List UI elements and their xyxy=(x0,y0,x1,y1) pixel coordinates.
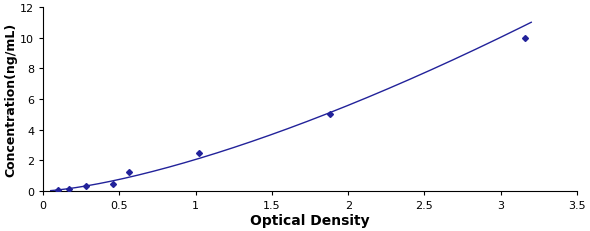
X-axis label: Optical Density: Optical Density xyxy=(250,213,370,227)
Y-axis label: Concentration(ng/mL): Concentration(ng/mL) xyxy=(4,23,17,176)
